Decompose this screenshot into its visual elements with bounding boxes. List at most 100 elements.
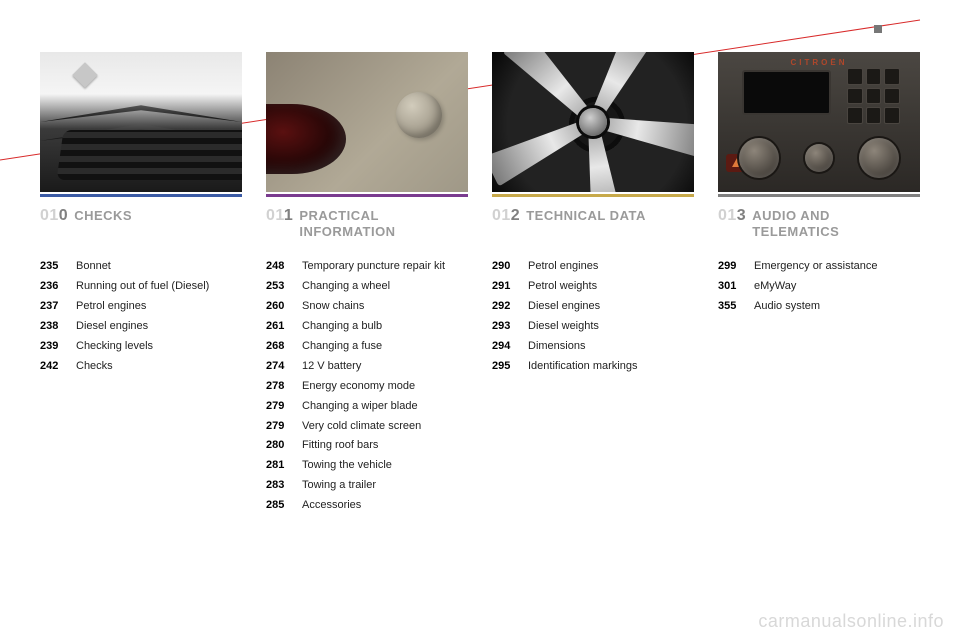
toc-row: 281 Towing the vehicle <box>266 458 468 474</box>
toc-label: Identification markings <box>528 359 694 375</box>
toc-label: Changing a wheel <box>302 279 468 295</box>
toc-label: Changing a wiper blade <box>302 399 468 415</box>
toc-page-number: 283 <box>266 478 292 494</box>
toc-page-number: 242 <box>40 359 66 375</box>
thumb-wrap: CITROËN <box>718 52 920 197</box>
toc-row: 268 Changing a fuse <box>266 339 468 355</box>
toc-label: Running out of fuel (Diesel) <box>76 279 242 295</box>
section-header: 010 CHECKS <box>40 207 242 241</box>
section-number-last: 3 <box>737 207 746 224</box>
section-title: TECHNICAL DATA <box>526 208 646 224</box>
toc-list: 290Petrol engines291Petrol weights292Die… <box>492 259 694 375</box>
toc-label: Snow chains <box>302 299 468 315</box>
toc-row: 292 Diesel engines <box>492 299 694 315</box>
toc-page-number: 279 <box>266 419 292 435</box>
fuel-cap-icon <box>396 92 442 138</box>
toc-row: 260 Snow chains <box>266 299 468 315</box>
toc-page-number: 236 <box>40 279 66 295</box>
toc-label: Energy economy mode <box>302 379 468 395</box>
toc-row: 285 Accessories <box>266 498 468 514</box>
toc-row: 236 Running out of fuel (Diesel) <box>40 279 242 295</box>
toc-page-number: 294 <box>492 339 518 355</box>
section-number-last: 0 <box>59 207 68 224</box>
toc-label: Petrol engines <box>528 259 694 275</box>
toc-label: Bonnet <box>76 259 242 275</box>
toc-row: 274 12 V battery <box>266 359 468 375</box>
toc-row: 242 Checks <box>40 359 242 375</box>
toc-label: Diesel engines <box>528 299 694 315</box>
toc-label: Towing the vehicle <box>302 458 468 474</box>
section-header: 011 PRACTICAL INFORMATION <box>266 207 468 241</box>
toc-page-number: 238 <box>40 319 66 335</box>
section-number-lead: 01 <box>718 207 737 224</box>
toc-list: 299Emergency or assistance 301 eMyWay 355 Au… <box>718 259 920 315</box>
toc-page-number: 278 <box>266 379 292 395</box>
toc-page-number: 293 <box>492 319 518 335</box>
dash-dials-icon <box>718 130 920 186</box>
toc-label: Dimensions <box>528 339 694 355</box>
dash-buttons-icon <box>847 68 900 124</box>
toc-label: Changing a fuse <box>302 339 468 355</box>
toc-label: Very cold climate screen <box>302 419 468 435</box>
toc-page-number: 281 <box>266 458 292 474</box>
toc-label: Diesel weights <box>528 319 694 335</box>
toc-page-number: 274 <box>266 359 292 375</box>
section-title: PRACTICAL INFORMATION <box>299 208 468 239</box>
toc-row: 239Checking levels <box>40 339 242 355</box>
toc-row: 280Fitting roof bars <box>266 438 468 454</box>
toc-page-number: 279 <box>266 399 292 415</box>
toc-page-number: 261 <box>266 319 292 335</box>
section-number-last: 2 <box>511 207 520 224</box>
toc-row: 279 Very cold climate screen <box>266 419 468 435</box>
section-header: 013 AUDIO AND TELEMATICS <box>718 207 920 241</box>
toc-page-number: 285 <box>266 498 292 514</box>
contents-page: 010 CHECKS 235Bonnet236Running out of fu… <box>0 0 960 518</box>
thumbnail-taillight <box>266 52 468 192</box>
section-underline <box>266 194 468 197</box>
toc-row: 301 eMyWay <box>718 279 920 295</box>
toc-label: Audio system <box>754 299 920 315</box>
section-number-last: 1 <box>284 207 293 224</box>
toc-row: 283 Towing a trailer <box>266 478 468 494</box>
toc-page-number: 295 <box>492 359 518 375</box>
toc-page-number: 291 <box>492 279 518 295</box>
toc-row: 238 Diesel engines <box>40 319 242 335</box>
toc-label: Temporary puncture repair kit <box>302 259 468 275</box>
toc-page-number: 299 <box>718 259 744 275</box>
toc-label: Checking levels <box>76 339 242 355</box>
toc-row: 291Petrol weights <box>492 279 694 295</box>
toc-label: 12 V battery <box>302 359 468 375</box>
thumb-wrap <box>40 52 242 197</box>
toc-page-number: 355 <box>718 299 744 315</box>
toc-row: 235Bonnet <box>40 259 242 275</box>
toc-row: 253Changing a wheel <box>266 279 468 295</box>
brand-label: CITROËN <box>791 58 848 67</box>
dash-screen-icon <box>742 70 831 115</box>
toc-label: Accessories <box>302 498 468 514</box>
toc-list: 235Bonnet 236 Running out of fuel (Diesel)… <box>40 259 242 375</box>
section-underline <box>492 194 694 197</box>
toc-page-number: 260 <box>266 299 292 315</box>
toc-page-number: 292 <box>492 299 518 315</box>
section-number: 010 <box>40 207 68 225</box>
toc-label: Towing a trailer <box>302 478 468 494</box>
toc-row: 295 Identification markings <box>492 359 694 375</box>
chevron-logo-icon <box>40 105 242 147</box>
section-number-lead: 01 <box>266 207 284 224</box>
toc-label: Checks <box>76 359 242 375</box>
section-checks: 010 CHECKS 235Bonnet 236 Running out of fu… <box>40 52 242 518</box>
toc-list: 248 Temporary puncture repair kit 253Chang… <box>266 259 468 514</box>
section-title: CHECKS <box>74 208 132 224</box>
section-audio-telematics: CITROËN 013 AUDIO AND TELEMATICS 299Emer… <box>718 52 920 518</box>
toc-page-number: 248 <box>266 259 292 275</box>
toc-label: Diesel engines <box>76 319 242 335</box>
section-number-lead: 01 <box>492 207 511 224</box>
toc-row: 299Emergency or assistance <box>718 259 920 275</box>
section-practical-information: 011 PRACTICAL INFORMATION 248 Temporary p… <box>266 52 468 518</box>
toc-page-number: 301 <box>718 279 744 295</box>
toc-label: eMyWay <box>754 279 920 295</box>
toc-page-number: 268 <box>266 339 292 355</box>
toc-row: 261 Changing a bulb <box>266 319 468 335</box>
toc-row: 294 Dimensions <box>492 339 694 355</box>
toc-label: Changing a bulb <box>302 319 468 335</box>
